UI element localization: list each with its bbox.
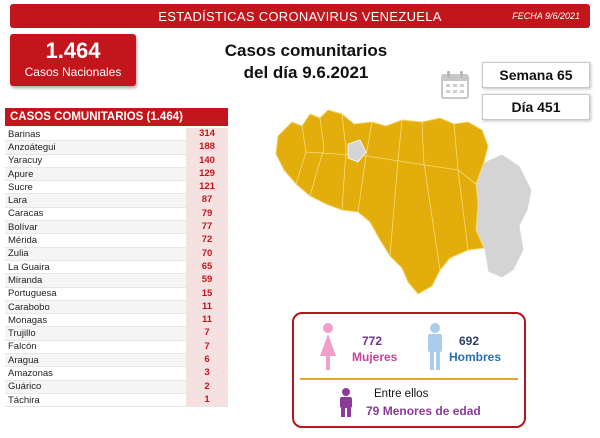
row-case-count: 7 [186,340,228,354]
week-box: Semana 65 [482,62,590,88]
man-icon [428,323,442,370]
row-case-count: 87 [186,194,228,207]
table-row: Caracas 79 [5,207,228,222]
row-case-count: 3 [186,367,228,380]
table-row: Portuguesa 15 [5,287,228,301]
table-row: Aragua 6 [5,354,228,368]
row-state-name: Falcón [8,341,37,353]
woman-icon [320,323,336,370]
header-banner: ESTADÍSTICAS CORONAVIRUS VENEZUELA FECHA… [10,4,590,28]
row-case-count: 6 [186,354,228,367]
among-label: Entre ellos [374,388,429,400]
gender-box: 772 Mujeres 692 Hombres Entre ellos 79 M… [292,312,526,428]
row-case-count: 11 [186,300,228,314]
row-case-count: 15 [186,287,228,300]
minors-text: 79 Menores de edad [366,404,481,418]
table-row: Táchira 1 [5,393,228,408]
minors-label: Menores de edad [382,404,481,418]
table-row: Zulia 70 [5,247,228,261]
map-region-yellow [275,109,489,295]
women-value: 772 [362,334,383,348]
table-row: Carabobo 11 [5,300,228,315]
map-region-gray [475,153,533,279]
row-state-name: Zulia [8,248,29,260]
men-label: Hombres [449,350,502,364]
row-state-name: Apure [8,168,34,180]
minors-value: 79 [366,404,380,418]
row-case-count: 121 [186,181,228,194]
venezuela-map [275,109,533,295]
row-state-name: Carabobo [8,301,50,313]
row-case-count: 2 [186,380,228,393]
row-case-count: 72 [186,234,228,247]
header-date: FECHA 9/6/2021 [512,11,580,21]
main-title-line2: del día 9.6.2021 [243,63,369,82]
map-region-gray-small [347,139,367,163]
cases-table: Barinas 314 Anzoátegui 188 Yaracuy 140 Apure 12… [5,128,228,408]
row-state-name: Yaracuy [8,155,43,167]
table-row: Miranda 59 [5,274,228,288]
table-row: Lara 87 [5,194,228,208]
row-case-count: 65 [186,260,228,274]
row-case-count: 314 [186,128,228,141]
table-header: CASOS COMUNITARIOS (1.464) [5,108,228,126]
table-row: Apure 129 [5,167,228,182]
row-state-name: Mérida [8,235,38,247]
row-case-count: 140 [186,154,228,167]
table-row: Anzoátegui 188 [5,141,228,155]
table-row: Guárico 2 [5,380,228,394]
row-state-name: Amazonas [8,367,53,379]
row-state-name: Miranda [8,274,43,286]
row-case-count: 79 [186,207,228,221]
row-state-name: Aragua [8,354,39,366]
table-row: Falcón 7 [5,340,228,355]
row-case-count: 188 [186,141,228,154]
row-case-count: 77 [186,221,228,234]
row-state-name: Trujillo [8,328,36,340]
day-box: Día 451 [482,94,590,120]
row-state-name: Anzoátegui [8,141,56,153]
table-row: Yaracuy 140 [5,154,228,168]
row-state-name: Táchira [8,394,40,406]
main-title: Casos comunitarios del día 9.6.2021 [196,40,416,84]
row-case-count: 1 [186,393,228,407]
map-state-borders [295,113,477,271]
main-title-line1: Casos comunitarios [224,41,388,60]
row-state-name: La Guaira [8,261,50,273]
table-row: Amazonas 3 [5,367,228,381]
gender-divider [300,378,518,380]
row-state-name: Caracas [8,208,44,220]
table-row: Bolívar 77 [5,221,228,235]
row-state-name: Sucre [8,181,33,193]
page-title: ESTADÍSTICAS CORONAVIRUS VENEZUELA [158,8,442,24]
row-state-name: Lara [8,195,28,207]
row-case-count: 11 [186,314,228,327]
row-state-name: Barinas [8,128,41,140]
row-state-name: Portuguesa [8,288,57,300]
men-value: 692 [459,334,480,348]
row-case-count: 70 [186,247,228,260]
national-cases-value: 1.464 [45,38,101,63]
row-case-count: 7 [186,327,228,340]
row-case-count: 59 [186,274,228,287]
row-state-name: Monagas [8,314,48,326]
table-row: Sucre 121 [5,181,228,195]
row-case-count: 129 [186,167,228,181]
national-cases-label: Casos Nacionales [24,65,122,79]
table-row: Monagas 11 [5,314,228,328]
table-row: Mérida 72 [5,234,228,248]
header-bar: ESTADÍSTICAS CORONAVIRUS VENEZUELA FECHA… [0,0,600,30]
child-icon [340,388,352,417]
table-row: Barinas 314 [5,128,228,142]
women-label: Mujeres [352,350,398,364]
table-row: La Guaira 65 [5,260,228,275]
table-row: Trujillo 7 [5,327,228,341]
national-cases-box: 1.464 Casos Nacionales [10,34,136,86]
row-state-name: Bolívar [8,221,38,233]
calendar-icon [441,71,469,99]
row-state-name: Guárico [8,381,42,393]
